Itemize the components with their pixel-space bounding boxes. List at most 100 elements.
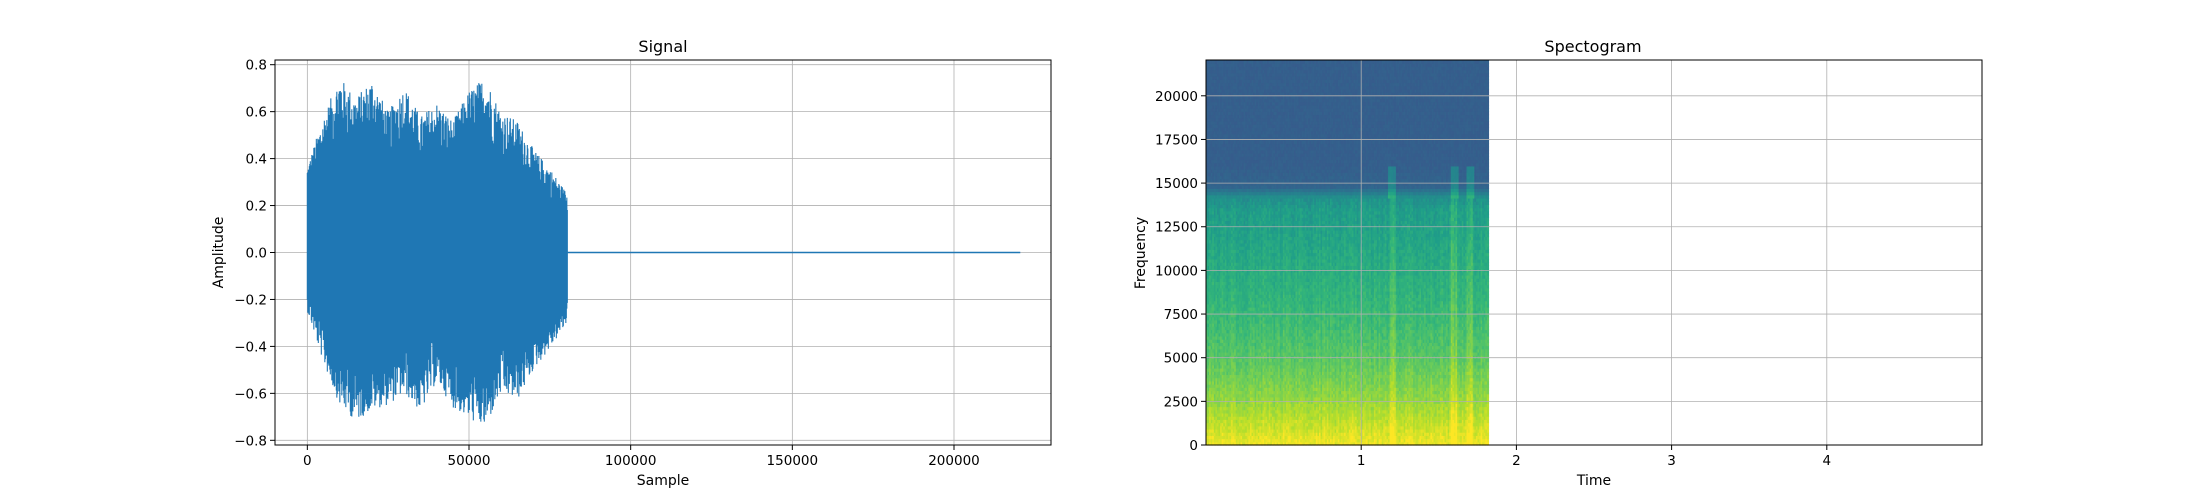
spectrogram-cell [1210, 274, 1213, 279]
spectrogram-cell [1213, 374, 1217, 379]
spectrogram-cell [1209, 66, 1212, 71]
spectrogram-cell [1220, 120, 1223, 125]
spectrogram-cell [1210, 368, 1213, 372]
spectrogram-cell [1213, 252, 1217, 257]
spectrogram-cell [1223, 95, 1226, 100]
spectrogram-cell [1227, 178, 1231, 183]
spectrogram-cell [1221, 265, 1224, 270]
spectrogram-cell [1206, 387, 1209, 392]
spectrogram-cell [1227, 384, 1231, 388]
spectrogram-cell [1210, 146, 1213, 151]
spectrogram-cell [1206, 146, 1209, 151]
spectrogram-cell [1213, 425, 1217, 430]
spectrogram-cell [1210, 95, 1213, 100]
spectrogram-cell [1215, 108, 1218, 112]
spectrogram-cell [1215, 294, 1218, 299]
spectrogram-cell [1218, 149, 1221, 154]
signal-y-tick-label: 0.0 [246, 246, 267, 262]
spectrogram-cell [1221, 345, 1224, 350]
spectrogram-cell [1209, 409, 1212, 414]
spectrogram-cell [1221, 377, 1224, 382]
spectrogram-cell [1213, 329, 1217, 334]
spectrogram-cell [1207, 265, 1210, 270]
signal-y-tick-label: −0.2 [234, 292, 267, 308]
spectrogram-cell [1226, 181, 1229, 186]
spectrogram-cell [1209, 162, 1212, 167]
spectrogram-cell [1207, 384, 1210, 388]
spectrogram-cell [1213, 143, 1217, 148]
spectrogram-cell [1226, 149, 1229, 154]
spectrogram-cell [1207, 303, 1210, 308]
spectrogram-cell [1215, 214, 1218, 218]
spectrogram-cell [1209, 149, 1212, 154]
spectrogram-cell [1223, 428, 1226, 433]
spectrogram-cell [1224, 181, 1227, 186]
spectrogram-cell [1226, 387, 1229, 392]
spectrogram-cell [1207, 371, 1210, 376]
spectrogram-cell [1213, 185, 1217, 189]
spectrogram-cell [1206, 108, 1209, 112]
spectrogram-cell [1216, 258, 1220, 263]
spectrogram-cell [1223, 265, 1226, 270]
spectrogram-cell [1210, 127, 1213, 132]
spectrogram-cell [1212, 69, 1215, 74]
spectrogram-cell [1224, 412, 1227, 417]
spectrogram-cell [1218, 416, 1221, 420]
spectrogram-cell [1227, 403, 1231, 408]
spectrogram-cell [1206, 361, 1209, 366]
spectrogram-cell [1224, 390, 1227, 395]
spectrogram-cell [1213, 368, 1217, 372]
spectrogram-cell [1213, 287, 1217, 292]
spectrogram-cell [1206, 319, 1209, 324]
spectrogram-cell [1220, 88, 1223, 93]
spectrogram-cell [1207, 108, 1210, 112]
spectrogram-cell [1220, 262, 1223, 266]
spectrogram-cell [1223, 390, 1226, 395]
spectrogram-cell [1227, 300, 1231, 305]
spectrogram-cell [1206, 124, 1209, 128]
spectrogram-cell [1227, 133, 1231, 138]
spectrogram-cell [1220, 258, 1223, 263]
spectrogram-cell [1210, 120, 1213, 125]
spectrogram-cell [1207, 98, 1210, 103]
spectrogram-cell [1227, 287, 1231, 292]
spectrogram-cell [1212, 197, 1215, 202]
spectrogram-cell [1210, 435, 1213, 440]
spectrogram-cell [1212, 220, 1215, 225]
spectrogram-cell [1218, 355, 1221, 359]
spectrogram-cell [1227, 146, 1231, 151]
spectrogram-cell [1206, 137, 1209, 141]
spectrogram-cell [1220, 242, 1223, 247]
spectrogram-cell [1226, 197, 1229, 202]
spectrogram-cell [1220, 223, 1223, 228]
spectrogram-cell [1209, 236, 1212, 241]
spectrogram-cell [1221, 332, 1224, 337]
spectrogram-cell [1224, 156, 1227, 161]
spectrogram-cell [1210, 233, 1213, 238]
spectrogram-cell [1212, 153, 1215, 157]
spectrogram-cell [1220, 201, 1223, 205]
spectrogram-cell [1227, 188, 1231, 193]
spectrogram-cell [1210, 246, 1213, 250]
spectrogram-cell [1218, 342, 1221, 347]
spectrogram-cell [1216, 348, 1220, 353]
spectrogram-cell [1227, 69, 1231, 74]
spectrogram-cell [1210, 297, 1213, 302]
spectrogram-cell [1209, 204, 1212, 209]
spectrogram-cell [1213, 226, 1217, 231]
spectrogram-cell [1206, 326, 1209, 331]
spectrogram-cell [1220, 220, 1223, 225]
signal-x-ticks: 0 50000 100000 150000 200000 [303, 445, 980, 469]
spectrogram-cell [1220, 377, 1223, 382]
spectrogram-cell [1210, 428, 1213, 433]
spectrogram-cell [1218, 419, 1221, 424]
spectrogram-cell [1206, 133, 1209, 138]
spectrogram-cell [1210, 201, 1213, 205]
spectrogram-cell [1218, 271, 1221, 276]
spectrogram-cell [1221, 169, 1224, 173]
spectrogram-cell [1212, 133, 1215, 138]
spectrogram-cell [1223, 425, 1226, 430]
spectrogram-cell [1212, 230, 1215, 234]
spectrogram-cell [1207, 425, 1210, 430]
spectrogram-cell [1221, 374, 1224, 379]
